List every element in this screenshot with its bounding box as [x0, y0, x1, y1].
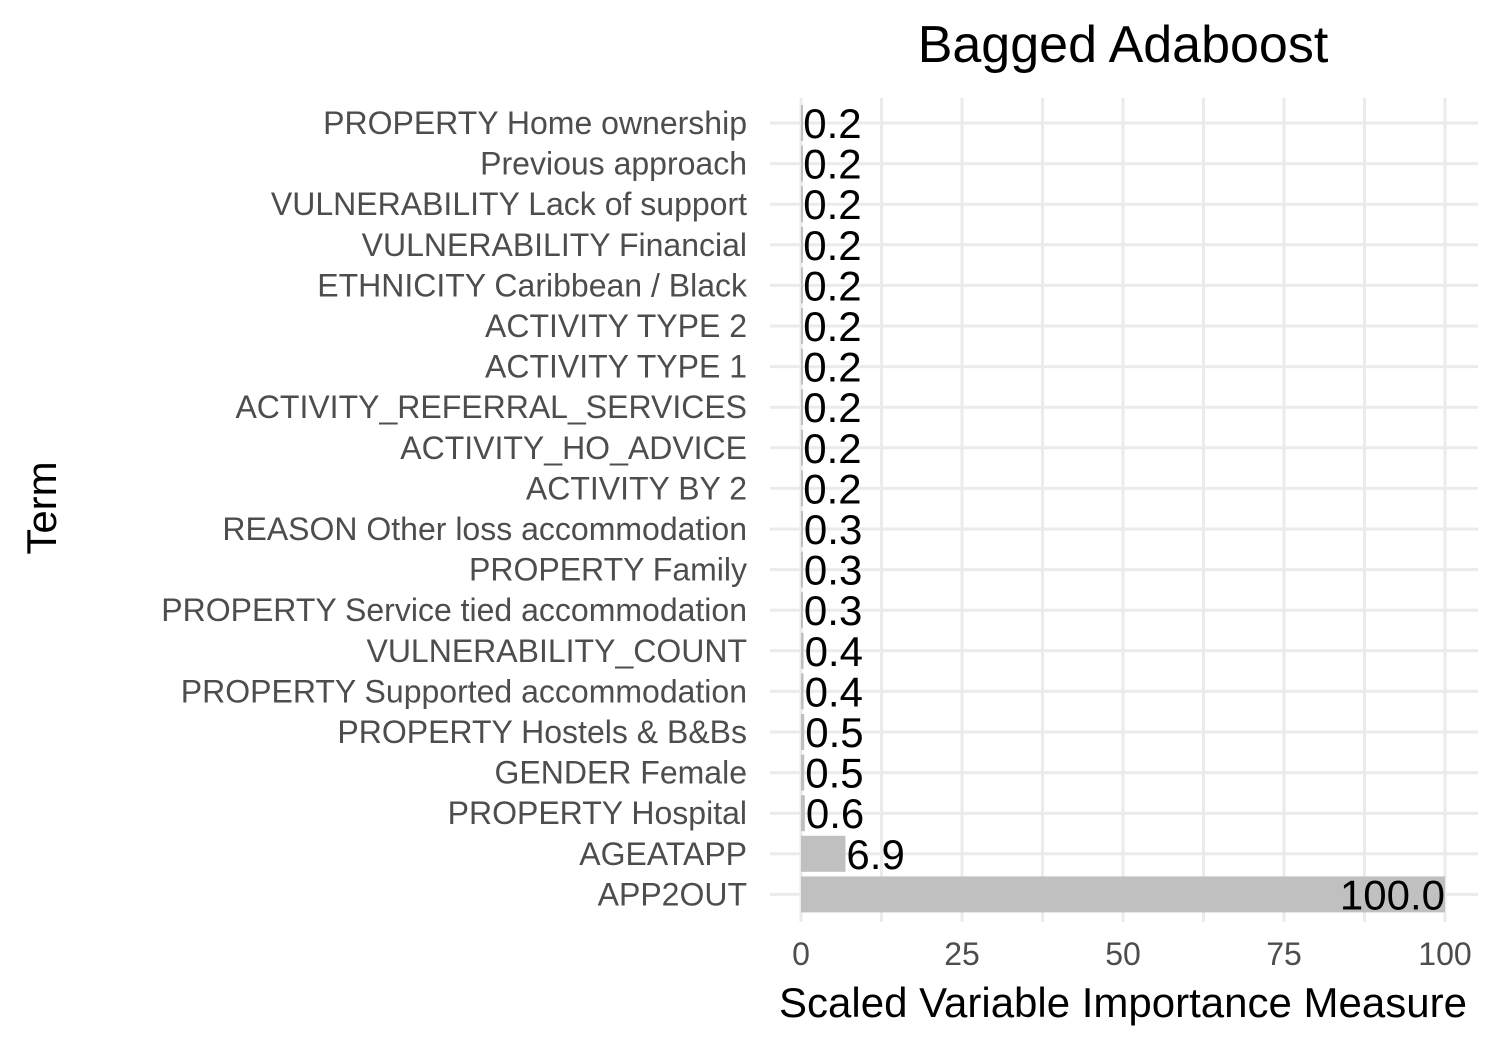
y-axis-title: Term — [18, 461, 65, 554]
value-label: 0.2 — [803, 141, 861, 188]
value-label: 0.4 — [805, 628, 863, 675]
category-label: PROPERTY Hostels & B&Bs — [337, 714, 747, 750]
value-label: 0.2 — [803, 303, 861, 350]
grid-lines — [770, 98, 1478, 922]
value-label: 0.6 — [806, 790, 864, 837]
value-label: 0.2 — [803, 181, 861, 228]
x-tick-label: 50 — [1105, 936, 1141, 972]
bar — [801, 470, 803, 507]
value-label: 0.2 — [803, 384, 861, 431]
x-axis-title: Scaled Variable Importance Measure — [779, 979, 1467, 1026]
value-label: 0.3 — [804, 547, 862, 594]
bar — [801, 267, 803, 304]
value-label: 0.5 — [805, 709, 863, 756]
bars — [801, 105, 1445, 913]
category-label: ACTIVITY_HO_ADVICE — [400, 430, 747, 466]
category-label: PROPERTY Service tied accommodation — [161, 592, 747, 628]
bar — [801, 551, 803, 588]
bar — [801, 511, 803, 547]
category-label: ACTIVITY BY 2 — [526, 470, 747, 506]
value-label: 0.2 — [803, 344, 861, 391]
chart-title: Bagged Adaboost — [918, 16, 1329, 74]
value-label: 100.0 — [1340, 871, 1445, 918]
category-label: Previous approach — [480, 146, 747, 182]
category-label: ETHNICITY Caribbean / Black — [317, 267, 748, 303]
value-label: 0.3 — [804, 587, 862, 634]
category-label: VULNERABILITY Financial — [362, 227, 747, 263]
bar — [801, 673, 804, 710]
x-tick-labels: 0 25 50 75 100 — [792, 936, 1472, 972]
category-label: PROPERTY Family — [469, 552, 747, 588]
x-tick-label: 25 — [944, 936, 980, 972]
bar — [801, 186, 803, 223]
bar — [801, 795, 805, 832]
bar — [801, 714, 805, 750]
category-label: APP2OUT — [598, 876, 747, 912]
bar — [801, 754, 805, 791]
category-label: GENDER Female — [495, 755, 748, 791]
bar — [801, 226, 803, 263]
category-label: AGEATAPP — [579, 836, 747, 872]
value-label: 0.3 — [804, 506, 862, 553]
value-label: 0.2 — [803, 222, 861, 269]
category-label: PROPERTY Supported accommodation — [181, 673, 747, 709]
bar — [801, 389, 803, 426]
category-label: PROPERTY Home ownership — [323, 105, 747, 141]
category-label: ACTIVITY TYPE 2 — [485, 308, 747, 344]
x-tick-label: 100 — [1418, 936, 1471, 972]
value-label: 0.2 — [803, 262, 861, 309]
category-label: ACTIVITY TYPE 1 — [485, 349, 747, 385]
category-label: ACTIVITY_REFERRAL_SERVICES — [235, 389, 747, 425]
category-label: PROPERTY Hospital — [448, 795, 747, 831]
bar — [801, 308, 803, 344]
category-label: VULNERABILITY_COUNT — [366, 633, 747, 669]
value-label: 0.2 — [803, 425, 861, 472]
value-label: 0.2 — [803, 465, 861, 512]
bar — [801, 348, 803, 385]
bar — [801, 429, 803, 466]
category-labels: PROPERTY Home ownership Previous approach… — [161, 105, 748, 912]
bar — [801, 835, 846, 872]
bar — [801, 145, 803, 182]
bar — [801, 592, 803, 629]
bar — [801, 632, 804, 669]
value-label: 0.5 — [805, 750, 863, 797]
value-labels: 0.20.20.20.20.20.20.20.20.20.20.30.30.30… — [803, 100, 1445, 918]
category-label: VULNERABILITY Lack of support — [271, 186, 747, 222]
value-label: 6.9 — [846, 831, 904, 878]
x-tick-label: 0 — [792, 936, 810, 972]
bar — [801, 105, 803, 141]
x-tick-label: 75 — [1266, 936, 1302, 972]
bar — [801, 876, 1445, 913]
value-label: 0.4 — [805, 668, 863, 715]
value-label: 0.2 — [803, 100, 861, 147]
category-label: REASON Other loss accommodation — [222, 511, 747, 547]
